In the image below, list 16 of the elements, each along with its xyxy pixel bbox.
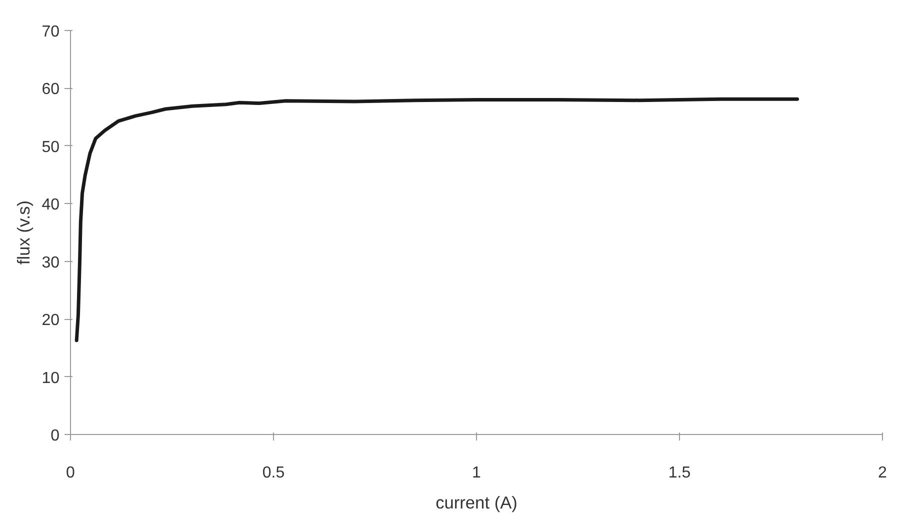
x-tick-label: 2 [878,464,888,482]
y-tick-label: 0 [50,428,60,444]
line-series [74,97,799,342]
y-tick-label: 50 [42,138,60,156]
y-tick-label: 70 [42,24,60,40]
y-axis-title: flux (v.s) [14,200,34,265]
y-tick-label: 30 [42,254,60,272]
x-tick-label: 0 [66,464,76,482]
x-tick-label: 0.5 [262,464,285,482]
y-tick-label: 60 [42,81,60,98]
x-tick-label: 1.5 [668,464,691,482]
x-tick-label: 1 [472,464,482,482]
x-axis-title: current (A) [436,492,518,512]
y-tick-label: 20 [42,312,60,330]
y-tick-label: 40 [42,196,60,214]
y-tick-label: 10 [42,370,60,387]
